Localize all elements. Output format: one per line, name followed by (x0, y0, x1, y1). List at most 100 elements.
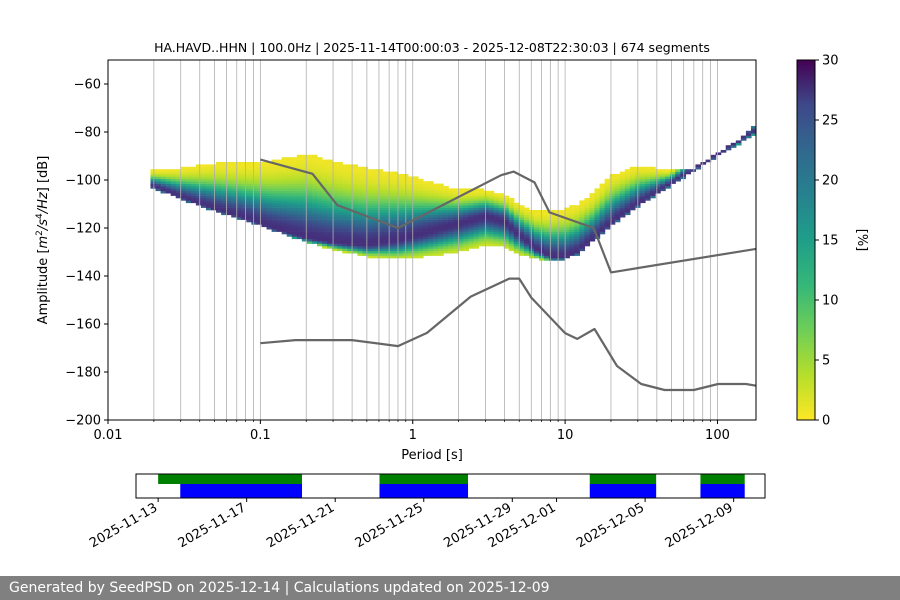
heatmap-cell (352, 226, 358, 230)
heatmap-cell (251, 171, 258, 175)
heatmap-cell (478, 231, 485, 235)
heatmap-cell (296, 164, 303, 168)
heatmap-cell (311, 154, 318, 158)
heatmap-cell (231, 190, 237, 194)
heatmap-cell (316, 207, 323, 211)
heatmap-cell (276, 176, 283, 180)
heatmap-cell (357, 222, 364, 225)
heatmap-cell (362, 212, 369, 216)
heatmap-cell (604, 190, 611, 194)
heatmap-cell (549, 210, 555, 213)
heatmap-cell (412, 229, 419, 232)
heatmap-cell (433, 250, 439, 254)
heatmap-cell (226, 188, 232, 192)
heatmap-cell (266, 207, 273, 211)
heatmap-cell (644, 176, 651, 180)
heatmap-cell (276, 162, 283, 165)
heatmap-cell (549, 229, 555, 232)
heatmap-cell (327, 243, 333, 247)
heatmap-cell (362, 207, 369, 211)
heatmap-cell (190, 190, 197, 194)
heatmap-cell (236, 193, 242, 196)
heatmap-cell (478, 236, 485, 240)
heatmap-cell (256, 190, 263, 194)
heatmap-cell (604, 207, 611, 211)
heatmap-cell (513, 226, 520, 230)
heatmap-cell (271, 183, 278, 187)
heatmap-cell (316, 226, 323, 230)
heatmap-cell (296, 181, 303, 184)
heatmap-cell (322, 243, 328, 247)
heatmap-cell (604, 217, 611, 220)
heatmap-cell (382, 217, 389, 220)
heatmap-cell (372, 186, 379, 189)
heatmap-cell (276, 183, 283, 187)
heatmap-cell (306, 169, 313, 172)
heatmap-cell (518, 234, 525, 237)
heatmap-cell (397, 255, 404, 259)
heatmap-cell (594, 193, 601, 196)
heatmap-cell (332, 198, 338, 201)
heatmap-cell (216, 195, 222, 199)
heatmap-cell (352, 234, 358, 237)
x-tick-label: 1 (409, 428, 417, 443)
heatmap-cell (483, 241, 490, 244)
heatmap-cell (675, 176, 681, 180)
heatmap-cell (387, 178, 394, 182)
heatmap-cell (281, 186, 288, 189)
heatmap-cell (453, 190, 459, 194)
heatmap-cell (382, 253, 389, 256)
heatmap-cell (614, 210, 621, 213)
heatmap-cell (205, 198, 212, 201)
heatmap-cell (165, 190, 172, 194)
heatmap-cell (609, 202, 616, 206)
heatmap-cell (377, 246, 384, 249)
heatmap-cell (665, 174, 671, 177)
heatmap-cell (332, 186, 338, 189)
heatmap-cell (342, 169, 348, 172)
availability-segment-blue (589, 484, 657, 498)
heatmap-cell (549, 219, 555, 223)
heatmap-cell (180, 195, 187, 199)
heatmap-cell (281, 219, 288, 223)
heatmap-cell (473, 234, 480, 237)
heatmap-cell (433, 241, 439, 244)
heatmap-cell (508, 241, 515, 244)
heatmap-cell (604, 181, 611, 184)
heatmap-cell (503, 202, 510, 206)
heatmap-cell (503, 217, 510, 220)
heatmap-cell (533, 248, 540, 252)
heatmap-cell (589, 231, 596, 235)
heatmap-cell (316, 171, 323, 175)
heatmap-cell (422, 243, 429, 247)
heatmap-cell (327, 190, 333, 194)
heatmap-cell (473, 193, 480, 196)
heatmap-cell (564, 236, 570, 240)
heatmap-cell (337, 164, 343, 168)
heatmap-cell (221, 195, 227, 199)
heatmap-cell (342, 200, 348, 204)
heatmap-cell (306, 176, 313, 180)
heatmap-cell (205, 193, 212, 196)
heatmap-cell (604, 212, 611, 216)
heatmap-cell (417, 241, 424, 244)
heatmap-cell (528, 243, 535, 247)
heatmap-cell (337, 236, 343, 240)
heatmap-cell (533, 241, 540, 244)
heatmap-cell (301, 198, 308, 201)
heatmap-cell (438, 238, 444, 242)
heatmap-cell (241, 186, 247, 189)
heatmap-cell (387, 246, 394, 249)
heatmap-cell (549, 258, 555, 261)
heatmap-cell (528, 231, 535, 235)
heatmap-cell (564, 253, 570, 256)
heatmap-cell (296, 226, 303, 230)
heatmap-cell (382, 195, 389, 199)
heatmap-cell (544, 219, 550, 223)
heatmap-cell (458, 195, 464, 199)
heatmap-cell (226, 178, 232, 182)
heatmap-cell (352, 202, 358, 206)
colorbar-tick-label: 5 (822, 354, 830, 369)
heatmap-cell (422, 248, 429, 252)
heatmap-cell (569, 205, 575, 208)
